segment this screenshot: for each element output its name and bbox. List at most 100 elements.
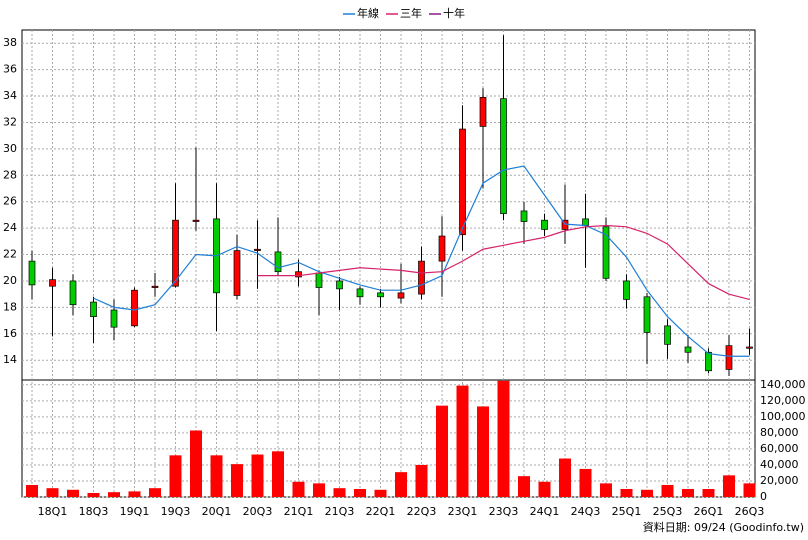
candle-body	[69, 280, 77, 306]
candle-body	[28, 260, 36, 286]
volume-bar	[456, 385, 469, 497]
x-tick-label: 22Q1	[366, 505, 396, 518]
candle-body	[500, 98, 507, 214]
x-tick-label: 23Q3	[489, 505, 519, 518]
x-tick-label: 19Q1	[120, 505, 150, 518]
volume-bar	[169, 455, 182, 497]
candle-body	[151, 285, 159, 288]
y-tick-label: 34	[3, 89, 17, 102]
y2-tick-label: 40,000	[760, 458, 799, 471]
y-tick-label: 28	[3, 168, 17, 181]
volume-bar	[723, 475, 735, 497]
candle-body	[377, 292, 384, 298]
volume-bar	[743, 483, 756, 497]
volume-bar	[87, 492, 100, 497]
x-tick-label: 18Q3	[79, 505, 109, 518]
volume-bar	[313, 483, 325, 497]
y-tick-label: 36	[3, 63, 17, 76]
x-tick-label: 18Q1	[38, 505, 68, 518]
candle-body	[192, 219, 200, 222]
volume-bar	[477, 406, 489, 497]
line-series	[93, 165, 750, 357]
x-tick-label: 23Q1	[448, 505, 478, 518]
candle-body	[233, 250, 241, 296]
volume-bar	[661, 484, 674, 497]
x-tick-label: 19Q3	[161, 505, 191, 518]
candle-body	[418, 260, 425, 295]
volume-bar	[354, 488, 366, 497]
volume-bar	[374, 489, 387, 497]
candle-body	[131, 289, 138, 327]
volume-bar	[497, 380, 510, 497]
candle-body	[602, 226, 610, 279]
candle-body	[459, 128, 466, 236]
volume-bar	[149, 488, 161, 497]
volume-bar	[415, 464, 428, 497]
x-tick-label: 20Q1	[202, 505, 232, 518]
y2-tick-label: 20,000	[760, 474, 799, 487]
candle-body	[49, 279, 56, 287]
volume-bar	[395, 472, 407, 497]
x-tick-label: 26Q1	[694, 505, 724, 518]
legend-label: 十年	[443, 6, 465, 20]
volume-bar	[518, 476, 530, 497]
candle-body	[643, 296, 651, 333]
x-tick-label: 21Q3	[325, 505, 355, 518]
volume-bar	[67, 489, 79, 497]
volume-bar	[436, 405, 448, 497]
volume-bar	[108, 492, 120, 497]
volume-bar	[251, 454, 264, 497]
candle-body	[705, 351, 712, 372]
volume-bar	[620, 488, 633, 497]
candle-body	[336, 280, 343, 290]
x-tick-label: 20Q3	[243, 505, 273, 518]
candle-body	[397, 292, 405, 299]
volume-bar	[231, 464, 243, 497]
y-tick-label: 38	[3, 36, 17, 49]
candle-body	[110, 309, 118, 328]
x-tick-label: 26Q3	[735, 505, 765, 518]
legend-label: 年線	[357, 6, 379, 20]
candle-body	[90, 301, 97, 317]
x-tick-label: 24Q3	[571, 505, 601, 518]
y-tick-label: 30	[3, 142, 17, 155]
volume-bar	[46, 488, 59, 497]
candle-body	[684, 346, 692, 353]
candle-body	[438, 235, 446, 262]
volume-bar	[538, 481, 551, 497]
volume-bar	[600, 483, 612, 497]
line-series	[257, 224, 750, 301]
candle-body	[295, 271, 302, 278]
x-tick-label: 21Q1	[284, 505, 314, 518]
x-tick-label: 25Q1	[612, 505, 642, 518]
candle-body	[254, 248, 261, 251]
volume-bar	[26, 484, 38, 497]
volume-bar	[272, 451, 284, 497]
y-tick-label: 16	[3, 327, 17, 340]
volume-bar	[682, 488, 694, 497]
plot-frame	[21, 29, 756, 498]
y-tick-label: 14	[3, 353, 17, 366]
candle-body	[520, 210, 528, 222]
volume-bar	[579, 468, 592, 497]
candle-body	[315, 272, 323, 288]
volume-bar	[128, 491, 141, 497]
x-tick-label: 24Q1	[530, 505, 560, 518]
y2-tick-label: 60,000	[760, 442, 799, 455]
y-tick-label: 20	[3, 274, 17, 287]
y-tick-label: 32	[3, 115, 17, 128]
x-tick-label: 22Q3	[407, 505, 437, 518]
y2-tick-label: 80,000	[760, 426, 799, 439]
volume-bar	[292, 481, 305, 497]
candle-body	[746, 346, 753, 349]
y-tick-label: 24	[3, 221, 17, 234]
candle-body	[725, 345, 733, 370]
footnote: 資料日期: 09/24 (Goodinfo.tw)	[643, 520, 804, 534]
candle-body	[479, 97, 487, 127]
candle-body	[623, 280, 630, 300]
candle-body	[172, 219, 179, 287]
volume-bar	[190, 430, 202, 497]
candle-body	[356, 288, 364, 298]
y2-tick-label: 0	[760, 490, 767, 503]
volume-bar	[641, 489, 653, 497]
